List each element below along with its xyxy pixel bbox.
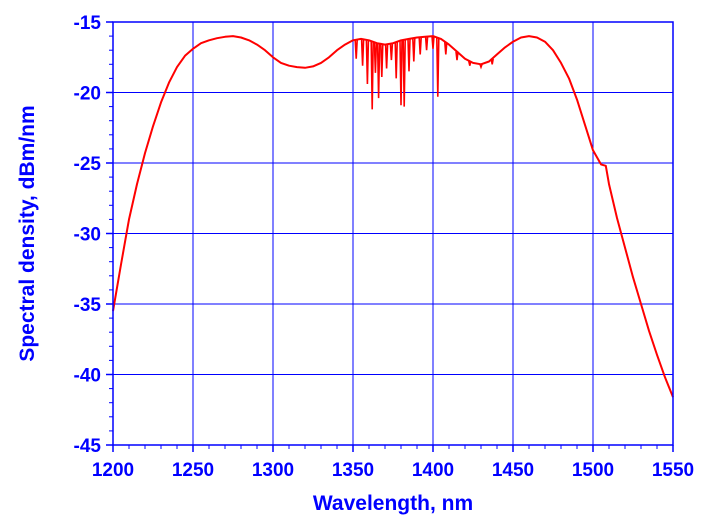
absorption-dip	[436, 37, 440, 97]
absorption-dip	[424, 36, 429, 51]
x-tick-label: 1450	[492, 460, 534, 481]
absorption-dip	[354, 39, 358, 59]
absorption-dip	[407, 38, 411, 72]
x-tick-label: 1500	[572, 460, 614, 481]
absorption-dip	[370, 41, 374, 110]
y-tick-label: -20	[74, 84, 101, 105]
absorption-dip	[365, 39, 370, 85]
absorption-dip	[402, 39, 406, 107]
spectrum-line	[112, 35, 674, 398]
absorption-dip	[479, 64, 483, 70]
x-tick-label: 1250	[172, 460, 214, 481]
x-tick-label: 1200	[92, 460, 134, 481]
absorption-dip	[444, 42, 448, 55]
absorption-dip	[418, 37, 422, 55]
absorption-dip	[384, 44, 389, 69]
absorption-dip	[376, 43, 381, 99]
x-tick-label: 1300	[252, 460, 294, 481]
absorption-dip	[389, 43, 394, 61]
absorption-dip	[412, 38, 416, 62]
absorption-dip	[373, 42, 378, 73]
y-tick-label: -15	[74, 13, 102, 34]
absorption-dip	[394, 41, 398, 79]
y-tick-label: -30	[74, 225, 101, 246]
ticks	[106, 21, 674, 452]
absorption-dip	[455, 51, 459, 61]
absorption-dip	[360, 39, 365, 66]
y-tick-label: -40	[74, 366, 101, 387]
x-tick-label: 1400	[412, 460, 454, 481]
x-tick-label: 1550	[652, 460, 694, 481]
x-tick-label: 1350	[332, 460, 374, 481]
absorption-dip	[431, 36, 435, 49]
absorption-dip	[380, 43, 384, 78]
absorption-dip	[490, 58, 494, 65]
y-tick-label: -35	[74, 295, 102, 316]
x-axis-title: Wavelength, nm	[313, 492, 473, 515]
tick-labels: 1200 1250 1300 1350 1400 1450 1500 1550 -15 -20 -2…	[74, 13, 695, 481]
y-tick-label: -25	[74, 154, 102, 175]
y-tick-label: -45	[74, 436, 102, 457]
absorption-dip	[399, 40, 403, 106]
y-axis-title: Spectral density, dBm/nm	[16, 105, 39, 361]
series-layer	[112, 35, 674, 398]
absorption-dip	[468, 61, 472, 66]
